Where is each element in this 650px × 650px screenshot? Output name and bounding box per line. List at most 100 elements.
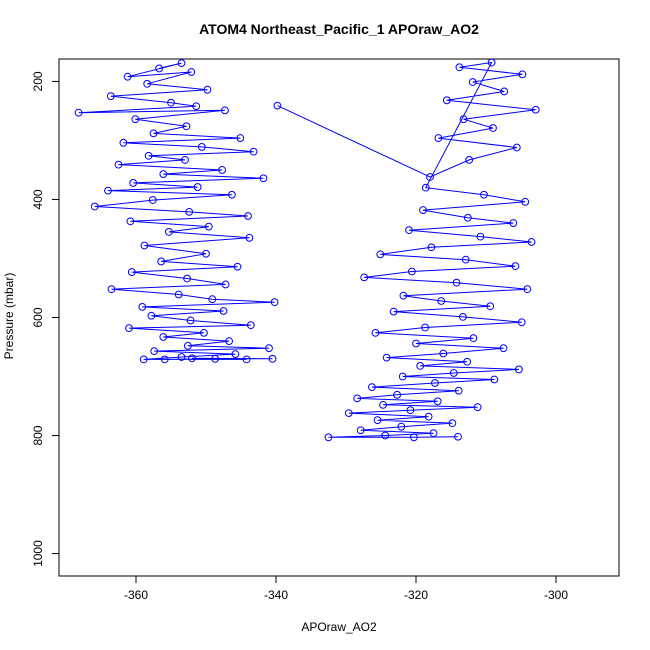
x-tick-label: -300	[544, 588, 568, 602]
series-2-point	[448, 419, 457, 428]
series-2-point	[399, 291, 408, 300]
series-2-point	[459, 313, 467, 321]
series-2-point	[373, 416, 382, 425]
series-1-point	[104, 186, 112, 195]
series-1-point	[183, 274, 192, 283]
series-1-point	[182, 122, 191, 131]
series-2-point	[480, 190, 488, 199]
series-1-point	[107, 285, 116, 294]
series-1-point	[138, 302, 147, 311]
series-1-point	[231, 350, 240, 358]
series-1-point	[246, 321, 255, 330]
series-1-point	[174, 290, 183, 299]
series-1-point	[159, 170, 168, 178]
series-2-point	[407, 267, 416, 276]
series-2-point	[273, 101, 282, 110]
series-1-point	[188, 354, 196, 363]
series-2-point	[353, 394, 362, 403]
y-tick-label: 200	[31, 71, 45, 91]
series-1-point	[221, 106, 229, 115]
series-2-point	[405, 226, 413, 235]
series-2-point	[324, 433, 333, 442]
series-1-point	[129, 179, 138, 187]
series-2-point	[518, 70, 527, 79]
plot-frame	[58, 58, 620, 577]
series-1-point	[244, 212, 252, 220]
series-1-point	[126, 217, 135, 226]
series-1-point	[139, 355, 148, 364]
series-1-point	[245, 233, 254, 242]
y-tick-label: 800	[31, 425, 45, 445]
series-2-point	[487, 58, 496, 67]
series-2-point	[356, 426, 365, 435]
series-1-point	[218, 166, 227, 174]
series-2-point	[463, 357, 472, 366]
series-2-point	[461, 255, 470, 264]
series-2-point	[469, 334, 478, 343]
series-2-point	[486, 302, 495, 311]
series-1-point	[221, 280, 230, 289]
series-2-point	[489, 124, 497, 132]
series-1-point	[127, 268, 136, 276]
series-2-point	[531, 105, 540, 114]
plot-area: -360 -340 -320 -300 200 400 600 800 1000	[31, 58, 620, 602]
y-tick-label: 400	[31, 189, 45, 209]
series-2-point	[419, 206, 427, 214]
series-2-point	[421, 323, 430, 332]
series-1-point	[74, 108, 83, 117]
series-2-point	[381, 431, 390, 440]
series-2-point	[490, 375, 499, 384]
series-2-point	[376, 250, 385, 259]
series-2-point	[398, 372, 407, 381]
series-1-point	[177, 353, 186, 361]
x-tick-label: -320	[404, 588, 428, 602]
series-1-point	[192, 102, 201, 111]
series-2-point	[406, 406, 415, 415]
series-2-point	[437, 297, 446, 305]
series-2-point	[389, 307, 398, 316]
series-1-point	[177, 59, 186, 68]
series-1-point	[187, 68, 196, 76]
series-2-point	[360, 273, 369, 282]
series-2-point	[454, 386, 463, 395]
series-2-point	[523, 285, 532, 294]
series-2-point	[368, 383, 376, 392]
series-1-point	[131, 115, 140, 124]
series-2-point	[459, 115, 468, 124]
series-1-point	[270, 298, 279, 307]
chart-title: ATOM4 Northeast_Pacific_1 APOraw_AO2	[199, 21, 479, 37]
series-2-point	[434, 134, 443, 142]
y-axis-label: Pressure (mbar)	[2, 273, 16, 360]
series-2-point	[424, 412, 433, 421]
series-1-point	[155, 64, 164, 73]
y-tick-label: 1000	[31, 540, 45, 567]
series-2-point	[468, 78, 477, 86]
series-2-point	[500, 87, 509, 96]
series-1-point	[165, 228, 173, 236]
series-2-point	[499, 344, 508, 353]
series-1-point	[259, 174, 268, 183]
series-2-point	[412, 339, 420, 348]
series-1-point	[242, 355, 251, 364]
series-2-point	[431, 379, 439, 387]
series-2-point	[465, 156, 474, 164]
series-2-point	[382, 353, 391, 362]
series-1-point	[186, 316, 195, 325]
series-1-point	[249, 147, 258, 156]
series-2-point	[371, 328, 380, 337]
series-2-point	[517, 318, 526, 327]
series-1-point	[106, 92, 115, 101]
series-1-point	[219, 307, 228, 315]
series-1-point	[149, 129, 158, 138]
series-2-point	[439, 349, 448, 358]
series-2-point	[509, 219, 518, 227]
x-tick-label: -360	[124, 588, 148, 602]
series-1-point	[181, 156, 189, 164]
series-1-point	[119, 138, 128, 147]
series-2-point	[416, 361, 425, 370]
series-1-point	[160, 355, 169, 364]
series-2-point	[393, 390, 402, 399]
series-2-point	[521, 197, 530, 206]
